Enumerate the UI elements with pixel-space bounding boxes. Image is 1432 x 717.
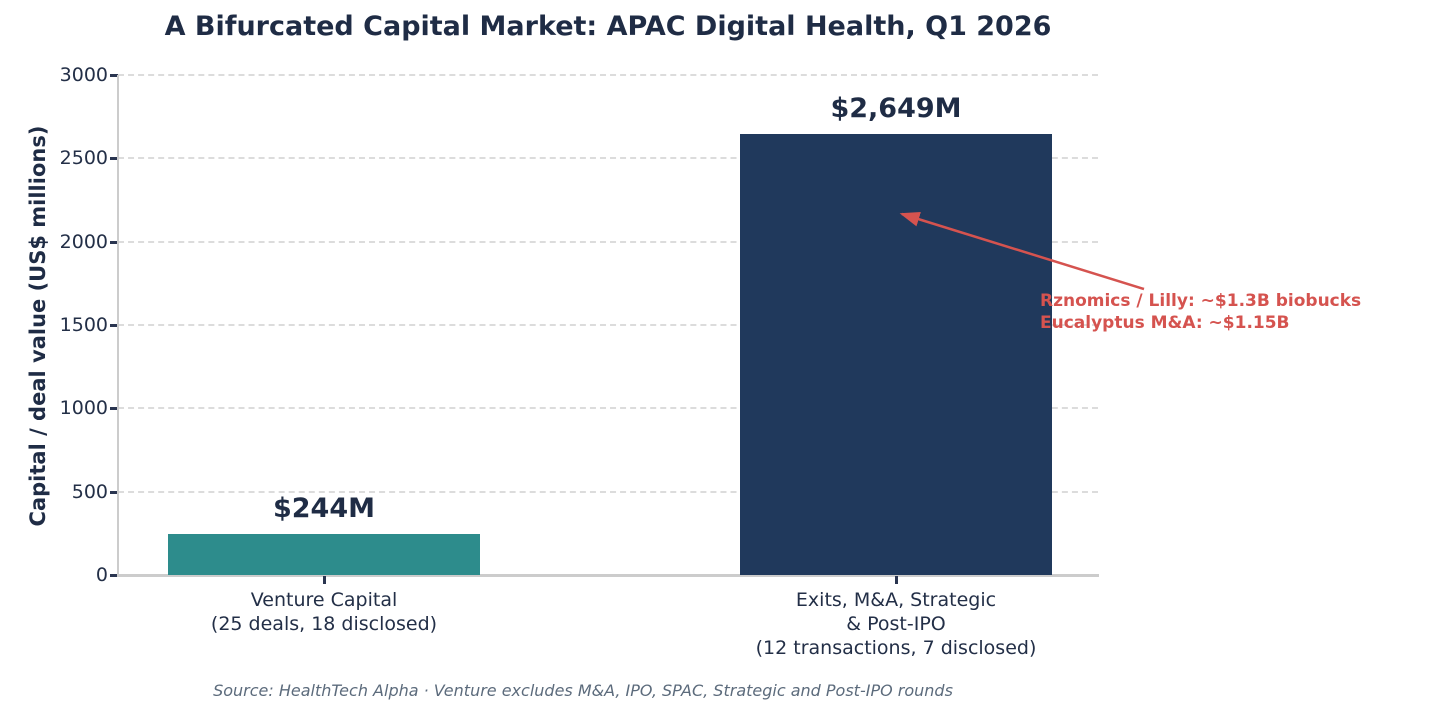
y-tick-label: 1000 bbox=[59, 397, 108, 420]
y-tick-mark bbox=[110, 490, 118, 494]
y-tick-mark bbox=[110, 240, 118, 244]
x-axis-spine bbox=[117, 574, 1099, 577]
y-tick-mark bbox=[110, 324, 118, 327]
x-tick-mark bbox=[323, 576, 326, 584]
y-gridline bbox=[118, 240, 1098, 243]
y-tick-mark bbox=[110, 407, 118, 411]
x-category-label: Exits, M&A, Strategic & Post-IPO (12 trans… bbox=[666, 588, 1126, 660]
x-category-label-line: & Post-IPO bbox=[846, 613, 946, 635]
chart-title: A Bifurcated Capital Market: APAC Digita… bbox=[164, 11, 1052, 42]
annotation-text: Rznomics / Lilly: ~$1.3B biobucks Eucalyp… bbox=[1040, 290, 1361, 334]
annotation-line: Eucalyptus M&A: ~$1.15B bbox=[1040, 313, 1290, 333]
x-category-label-line: (25 deals, 18 disclosed) bbox=[210, 613, 438, 635]
y-tick-mark bbox=[110, 574, 118, 577]
y-tick-label: 2000 bbox=[59, 230, 108, 253]
bar-value-label: $2,649M bbox=[830, 92, 962, 124]
y-gridline bbox=[118, 74, 1098, 76]
x-category-label-line: (12 transactions, 7 disclosed) bbox=[755, 637, 1037, 659]
y-tick-mark bbox=[110, 74, 118, 77]
y-gridline bbox=[118, 407, 1098, 410]
y-tick-label: 0 bbox=[95, 564, 108, 586]
bar-venture-capital bbox=[168, 534, 480, 575]
y-axis-spine bbox=[117, 75, 119, 575]
x-tick-mark bbox=[895, 576, 898, 584]
y-gridline bbox=[118, 157, 1098, 160]
x-category-label-line: Venture Capital bbox=[250, 589, 398, 611]
y-tick-mark bbox=[110, 157, 118, 161]
x-category-label: Venture Capital (25 deals, 18 disclosed) bbox=[94, 588, 554, 636]
source-note: Source: HealthTech Alpha · Venture exclu… bbox=[213, 681, 953, 700]
y-tick-label: 2500 bbox=[59, 147, 108, 170]
bar-value-label: $244M bbox=[272, 493, 375, 525]
y-tick-label: 500 bbox=[71, 480, 108, 503]
y-gridline bbox=[118, 490, 1098, 493]
y-tick-label: 1500 bbox=[59, 314, 108, 336]
y-gridline bbox=[118, 324, 1098, 326]
y-tick-label: 3000 bbox=[59, 64, 108, 86]
x-category-label-line: Exits, M&A, Strategic bbox=[795, 589, 997, 611]
bar-exits-ma bbox=[740, 133, 1052, 575]
annotation-line: Rznomics / Lilly: ~$1.3B biobucks bbox=[1040, 291, 1362, 311]
